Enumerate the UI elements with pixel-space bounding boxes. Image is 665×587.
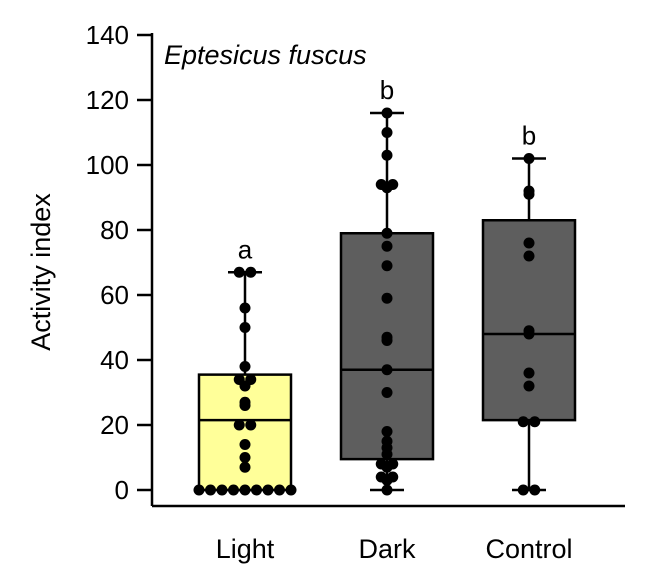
data-point <box>381 240 393 252</box>
data-point <box>381 149 393 161</box>
data-point <box>381 484 393 496</box>
data-point <box>193 484 205 496</box>
data-point <box>239 361 251 372</box>
data-point <box>523 325 535 337</box>
y-tick-label: 40 <box>100 345 129 375</box>
data-point <box>523 367 535 379</box>
significance-letter: b <box>380 75 394 105</box>
data-point <box>381 426 393 437</box>
y-tick-label: 60 <box>100 280 129 310</box>
data-point <box>529 416 541 428</box>
x-tick-label-dark: Dark <box>358 534 416 564</box>
significance-letter: a <box>238 234 253 264</box>
data-point <box>233 374 245 385</box>
data-point <box>262 484 274 496</box>
data-point <box>381 260 393 272</box>
x-tick-labels: Light Dark Control <box>216 534 573 564</box>
data-point <box>381 107 393 119</box>
data-point <box>239 322 251 333</box>
data-point <box>387 471 399 483</box>
data-point <box>239 439 251 450</box>
data-point <box>239 484 251 496</box>
y-tick-label: 0 <box>115 475 129 505</box>
data-point <box>375 471 387 483</box>
y-axis-title: Activity index <box>26 193 56 351</box>
data-point <box>381 364 393 376</box>
data-point <box>233 419 245 431</box>
data-point <box>529 484 541 496</box>
data-point <box>233 266 245 278</box>
chart-title: Eptesicus fuscus <box>164 40 367 70</box>
data-point <box>381 331 393 343</box>
data-point <box>381 292 393 304</box>
significance-letters: a b b <box>238 75 536 264</box>
y-tick-label: 120 <box>86 85 129 115</box>
data-point <box>517 416 529 428</box>
x-tick-label-control: Control <box>485 534 572 564</box>
y-tick-label: 20 <box>100 410 129 440</box>
x-tick-label-light: Light <box>216 534 275 564</box>
data-point <box>523 185 535 197</box>
data-point <box>387 179 399 190</box>
data-point <box>381 387 393 398</box>
data-point <box>245 374 257 385</box>
data-point <box>285 484 297 496</box>
data-point <box>239 452 251 463</box>
data-point <box>523 250 535 262</box>
data-point <box>375 179 387 190</box>
axes <box>150 33 625 508</box>
y-tick-label: 80 <box>100 215 129 245</box>
data-point <box>205 484 216 496</box>
y-ticks: 0 20 40 60 80 100 120 140 <box>86 20 152 505</box>
significance-letter: b <box>522 121 536 151</box>
data-point <box>239 302 251 314</box>
boxes <box>197 111 577 492</box>
y-tick-label: 100 <box>86 150 129 180</box>
data-point <box>523 380 535 392</box>
y-tick-label: 140 <box>86 20 129 50</box>
data-points <box>193 107 541 496</box>
data-point <box>245 266 257 278</box>
data-point <box>251 484 262 496</box>
data-point <box>523 237 535 249</box>
data-point <box>274 484 285 496</box>
data-point <box>381 127 393 138</box>
data-point <box>245 419 257 431</box>
data-point <box>228 484 239 496</box>
data-point <box>381 435 393 447</box>
data-point <box>216 484 228 496</box>
data-point <box>387 458 399 470</box>
data-point <box>523 153 535 164</box>
data-point <box>375 458 387 470</box>
data-point <box>381 227 393 239</box>
data-point <box>517 484 529 496</box>
data-point <box>239 461 251 473</box>
data-point <box>239 396 251 408</box>
